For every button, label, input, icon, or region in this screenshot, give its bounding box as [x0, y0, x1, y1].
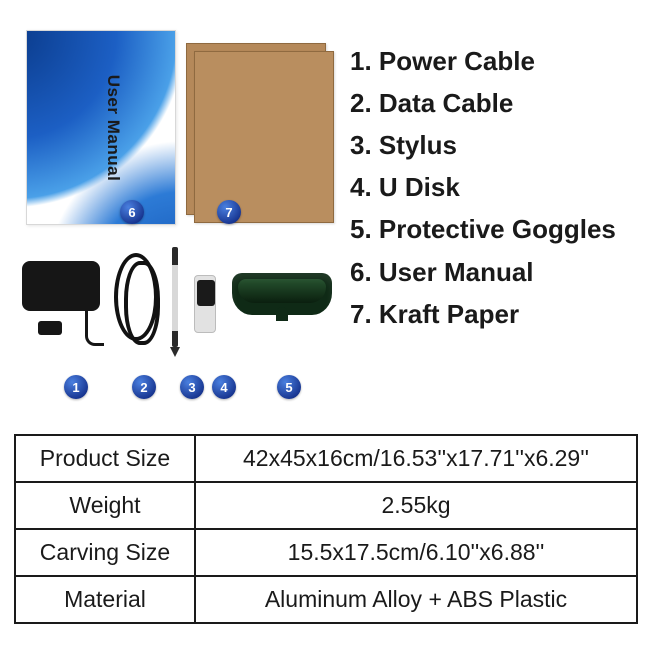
spec-label: Product Size	[15, 435, 195, 482]
spec-label: Weight	[15, 482, 195, 529]
spec-label: Carving Size	[15, 529, 195, 576]
manual-swoosh-graphic-2	[26, 101, 176, 225]
stylus-item	[172, 247, 178, 347]
legend-item: 5. Protective Goggles	[350, 208, 640, 250]
data-cable-item	[114, 253, 158, 341]
spec-value: Aluminum Alloy + ABS Plastic	[195, 576, 637, 623]
spec-value: 2.55kg	[195, 482, 637, 529]
legend-item: 4. U Disk	[350, 166, 640, 208]
top-area: User Manual 6 7 1 2 3 4 5 1. Power Cable…	[0, 0, 650, 420]
badge-1: 1	[64, 375, 88, 399]
legend-item: 6. User Manual	[350, 251, 640, 293]
table-row: Material Aluminum Alloy + ABS Plastic	[15, 576, 637, 623]
protective-goggles-item	[232, 273, 332, 315]
table-row: Carving Size 15.5x17.5cm/6.10''x6.88''	[15, 529, 637, 576]
accessories-photo: User Manual 6 7 1 2 3 4 5	[20, 25, 340, 405]
badge-3: 3	[180, 375, 204, 399]
badge-5: 5	[277, 375, 301, 399]
u-disk-item	[194, 275, 216, 333]
badge-7: 7	[217, 200, 241, 224]
user-manual-booklet: User Manual	[26, 30, 176, 225]
power-plug-icon	[38, 321, 62, 335]
legend-item: 7. Kraft Paper	[350, 293, 640, 335]
spec-value: 42x45x16cm/16.53''x17.71''x6.29''	[195, 435, 637, 482]
legend-item: 3. Stylus	[350, 124, 640, 166]
kraft-paper-stack	[186, 43, 336, 225]
spec-table: Product Size 42x45x16cm/16.53''x17.71''x…	[14, 434, 638, 624]
legend-item: 2. Data Cable	[350, 82, 640, 124]
spec-value: 15.5x17.5cm/6.10''x6.88''	[195, 529, 637, 576]
badge-6: 6	[120, 200, 144, 224]
power-cable-item	[22, 261, 100, 311]
legend-list: 1. Power Cable 2. Data Cable 3. Stylus 4…	[350, 40, 640, 335]
table-row: Product Size 42x45x16cm/16.53''x17.71''x…	[15, 435, 637, 482]
accessory-badges-row: 1 2 3 4 5	[32, 375, 352, 405]
kraft-sheet	[194, 51, 334, 223]
badge-2: 2	[132, 375, 156, 399]
accessory-row	[22, 243, 338, 373]
spec-label: Material	[15, 576, 195, 623]
badge-4: 4	[212, 375, 236, 399]
manual-title-text: User Manual	[103, 74, 123, 181]
legend-item: 1. Power Cable	[350, 40, 640, 82]
table-row: Weight 2.55kg	[15, 482, 637, 529]
